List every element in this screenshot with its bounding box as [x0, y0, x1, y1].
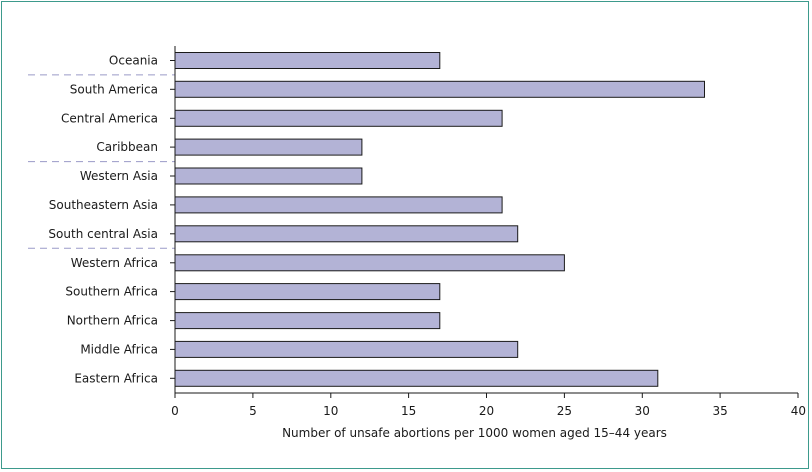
bar-northern-africa — [174, 312, 441, 330]
bar-caribbean — [174, 138, 363, 156]
category-label-caribbean: Caribbean — [96, 140, 158, 154]
x-axis-title: Number of unsafe abortions per 1000 wome… — [282, 426, 667, 440]
x-tick-label-25: 25 — [557, 404, 572, 418]
category-label-oceania: Oceania — [109, 54, 158, 68]
bar-south-america — [174, 80, 705, 98]
bar-southern-africa — [174, 283, 441, 301]
category-label-south-central-asia: South central Asia — [48, 227, 158, 241]
bar-eastern-africa — [174, 369, 659, 387]
bar-south-central-asia — [174, 225, 519, 243]
x-tick-label-15: 15 — [401, 404, 416, 418]
x-tick-label-20: 20 — [479, 404, 494, 418]
category-label-eastern-africa: Eastern Africa — [74, 371, 158, 385]
region-separators — [28, 74, 175, 249]
bars — [174, 52, 705, 387]
category-label-middle-africa: Middle Africa — [80, 342, 158, 356]
x-ticks: 0 5 10 15 20 25 30 35 40 — [171, 393, 806, 418]
bar-western-africa — [174, 254, 565, 272]
x-tick-label-30: 30 — [635, 404, 650, 418]
x-tick-label-0: 0 — [171, 404, 179, 418]
x-tick-label-10: 10 — [323, 404, 338, 418]
category-label-southeastern-asia: Southeastern Asia — [49, 198, 158, 212]
bar-middle-africa — [174, 340, 519, 358]
category-label-southern-africa: Southern Africa — [65, 285, 158, 299]
category-label-central-america: Central America — [61, 111, 158, 125]
category-label-south-america: South America — [70, 82, 158, 96]
category-labels: Oceania South America Central America Carib… — [48, 54, 175, 385]
bar-central-america — [174, 109, 503, 127]
category-label-western-africa: Western Africa — [71, 256, 158, 270]
x-tick-label-5: 5 — [249, 404, 257, 418]
bar-western-asia — [174, 167, 363, 185]
category-label-northern-africa: Northern Africa — [67, 314, 158, 328]
bar-oceania — [174, 52, 441, 69]
category-label-western-asia: Western Asia — [80, 169, 158, 183]
x-tick-label-40: 40 — [791, 404, 806, 418]
bar-southeastern-asia — [174, 196, 503, 214]
x-tick-label-35: 35 — [712, 404, 727, 418]
